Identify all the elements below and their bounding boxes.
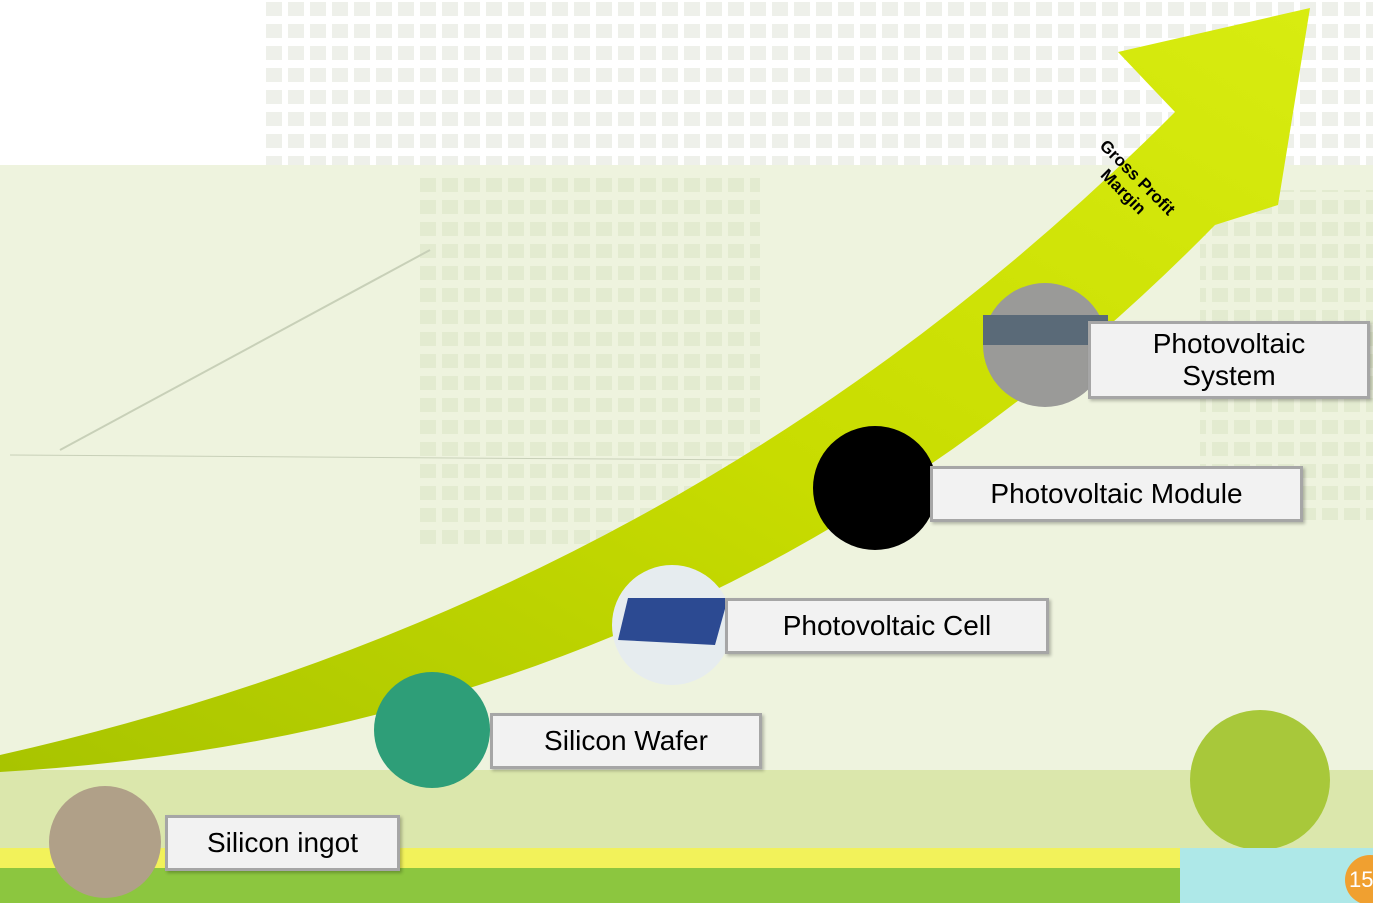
module-image (813, 426, 937, 550)
stage-box: Silicon Wafer (490, 713, 762, 769)
stage-box: Photovoltaic System (1088, 321, 1370, 399)
cell-image (618, 598, 728, 645)
stage-box: Silicon ingot (165, 815, 400, 871)
stage-box: Photovoltaic Cell (725, 598, 1049, 654)
ingot-image (49, 786, 161, 898)
wafer-image (374, 672, 490, 788)
slide: Gross ProfitMargin Silicon ingot Silicon… (0, 0, 1373, 903)
water (1180, 848, 1373, 903)
ground-stripe (0, 868, 1373, 903)
tree (1190, 710, 1330, 850)
stage-box: Photovoltaic Module (930, 466, 1303, 522)
